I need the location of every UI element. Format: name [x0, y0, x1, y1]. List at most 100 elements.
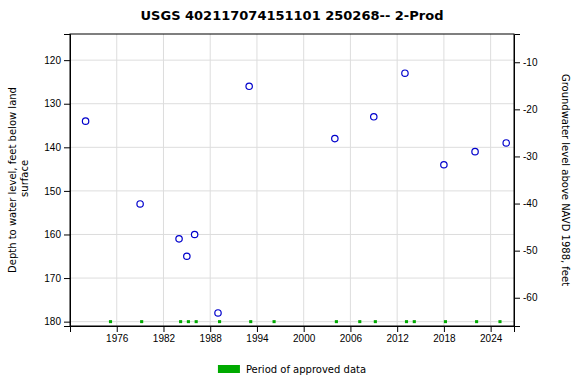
- axis-line: [64, 35, 71, 327]
- grid-line-y: [70, 190, 514, 191]
- approved-segment: [335, 320, 338, 323]
- series: [82, 70, 509, 316]
- grid-line-x: [350, 34, 351, 326]
- data-point: [215, 310, 221, 316]
- tick: 120: [44, 55, 70, 66]
- tick-label: 170: [44, 273, 61, 284]
- grid: [70, 34, 514, 326]
- x-axis: 1976 1982 1988 1994 2000 2006 2012 2018 2024: [71, 326, 515, 344]
- approved-segment: [218, 320, 221, 323]
- tick-label: 1994: [246, 333, 269, 344]
- data-point: [332, 135, 338, 141]
- tick-mark: [304, 326, 305, 332]
- tick-label: 1982: [153, 333, 176, 344]
- legend-label: Period of approved data: [246, 364, 366, 375]
- tick: 170: [44, 273, 70, 284]
- approved-segment: [475, 320, 478, 323]
- axis-line: [71, 327, 515, 333]
- series: [109, 321, 502, 322]
- tick-mark: [64, 147, 70, 148]
- y2-axis-label: Groundwater level above NAVD 1988, feet: [560, 74, 571, 286]
- approved-segment: [109, 320, 112, 323]
- tick: 2024: [480, 326, 503, 344]
- tick-label: -30: [523, 151, 538, 162]
- tick: 2018: [433, 326, 456, 344]
- approved-segment: [405, 320, 408, 323]
- data-point: [402, 70, 408, 76]
- tick-label: 2006: [340, 333, 363, 344]
- grid-line-y: [70, 278, 514, 279]
- y2-axis: -10 -20 -30 -40 -50 -60: [514, 35, 538, 327]
- tick-label: 150: [44, 186, 61, 197]
- tick-mark: [491, 326, 492, 332]
- tick: 2012: [387, 326, 410, 344]
- approved-segment: [358, 320, 361, 323]
- grid-line-y: [70, 60, 514, 61]
- tick-label: 2024: [480, 333, 503, 344]
- tick: -10: [514, 57, 538, 68]
- tick: 1994: [246, 326, 269, 344]
- grid-line-x: [490, 34, 491, 326]
- plot-area: 1976 1982 1988 1994 2000 2006 2012 2018 2024 120 1…: [44, 34, 538, 344]
- tick-mark: [64, 60, 70, 61]
- tick: 2006: [340, 326, 363, 344]
- tick-mark: [117, 326, 118, 332]
- data-point: [82, 118, 88, 124]
- approved-segment: [498, 320, 501, 323]
- tick: 1976: [106, 326, 129, 344]
- tick-label: 2012: [387, 333, 410, 344]
- tick-mark: [514, 109, 520, 110]
- approved-segment: [374, 320, 377, 323]
- tick-mark: [163, 326, 164, 332]
- tick-label: 160: [44, 229, 61, 240]
- approved-segment: [444, 320, 447, 323]
- tick: 2000: [293, 326, 316, 344]
- marks: [82, 70, 509, 322]
- grid-line-y: [70, 234, 514, 235]
- data-point: [246, 83, 252, 89]
- data-point: [176, 236, 182, 242]
- tick-mark: [64, 322, 70, 323]
- grid-line-x: [397, 34, 398, 326]
- tick: 180: [44, 316, 70, 327]
- grid-line-y: [70, 147, 514, 148]
- approved-segment: [273, 320, 276, 323]
- approved-segment: [179, 320, 182, 323]
- tick-label: -40: [523, 198, 538, 209]
- tick-label: 2000: [293, 333, 316, 344]
- tick-mark: [514, 62, 520, 63]
- tick: 160: [44, 229, 70, 240]
- data-point: [137, 201, 143, 207]
- tick-label: 140: [44, 142, 61, 153]
- tick: -30: [514, 151, 538, 162]
- tick: -60: [514, 292, 538, 303]
- y-axis-label: Depth to water level, feet below land su…: [7, 87, 30, 273]
- tick-mark: [64, 278, 70, 279]
- approved-segment: [249, 320, 252, 323]
- tick-mark: [64, 104, 70, 105]
- grid-line-x: [163, 34, 164, 326]
- legend: Period of approved data: [218, 364, 366, 375]
- tick-label: -60: [523, 292, 538, 303]
- tick: 140: [44, 142, 70, 153]
- tick-label: -20: [523, 104, 538, 115]
- tick-label: -50: [523, 245, 538, 256]
- tick: -40: [514, 198, 538, 209]
- approved-segment: [140, 320, 143, 323]
- tick: 1988: [200, 326, 223, 344]
- tick-mark: [64, 191, 70, 192]
- tick: 130: [44, 98, 70, 109]
- grid-line-x: [303, 34, 304, 326]
- tick-mark: [444, 326, 445, 332]
- tick-mark: [514, 251, 520, 252]
- axis-line: [515, 35, 521, 327]
- grid-line-y: [70, 103, 514, 104]
- tick-label: 130: [44, 98, 61, 109]
- data-point: [371, 114, 377, 120]
- data-point: [441, 162, 447, 168]
- y-axis-label-line: surface: [19, 160, 30, 200]
- tick-mark: [397, 326, 398, 332]
- tick-mark: [257, 326, 258, 332]
- tick-mark: [350, 326, 351, 332]
- tick-mark: [514, 156, 520, 157]
